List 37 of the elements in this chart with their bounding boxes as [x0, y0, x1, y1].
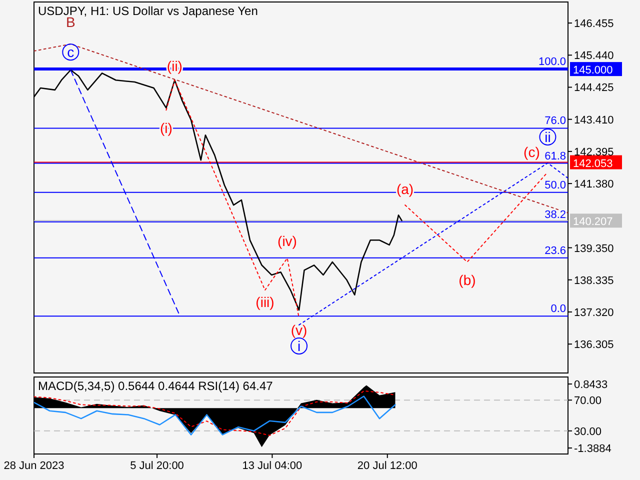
x-tick-label: 13 Jul 04:00 [242, 460, 302, 472]
x-tick-label: 28 Jun 2023 [4, 460, 64, 472]
ref-line-label: 142.053 [573, 158, 613, 170]
y-tick-label: 136.305 [574, 339, 614, 352]
x-tick-label: 20 Jul 12:00 [357, 460, 418, 472]
chart-title: MACD(5,34,5) 0.5644 0.4644 RSI(14) 64.47 [38, 379, 274, 393]
annotation: c [67, 44, 74, 60]
y-tick-label: -1.3884 [574, 442, 612, 455]
annotation: (b) [458, 272, 476, 288]
annotation: (iii) [256, 294, 274, 310]
y-tick-label: 139.350 [574, 242, 614, 255]
annotation: (v) [290, 322, 308, 338]
annotation: ii [544, 128, 551, 145]
y-tick-label: 137.320 [574, 306, 614, 319]
annotation: (iv) [278, 233, 297, 250]
ref-line-label: 145.000 [573, 64, 613, 77]
annotation: 50.0 [544, 179, 566, 192]
y2-tick-label: 70.00 [574, 395, 602, 408]
annotation: i [297, 338, 301, 354]
ref-line-label: 140.207 [573, 216, 613, 228]
annotation: 23.6 [544, 244, 566, 257]
annotation: 100.0 [538, 56, 566, 68]
annotation: (c) [524, 144, 540, 160]
annotation: 76.0 [544, 115, 566, 128]
y-tick-label: 0.8433 [574, 378, 608, 391]
y2-tick-label: 30.00 [574, 426, 602, 438]
y-tick-label: 143.410 [574, 114, 614, 126]
y-tick-label: 146.455 [574, 18, 614, 30]
annotation: 61.8 [544, 150, 566, 162]
y-tick-label: 144.425 [574, 82, 614, 94]
y-tick-label: 141.380 [574, 178, 614, 191]
x-tick-label: 5 Jul 20:00 [130, 460, 184, 472]
y-tick-label: 145.440 [574, 50, 614, 62]
y-tick-label: 138.335 [574, 274, 614, 287]
annotation: 38.2 [544, 208, 566, 221]
y-tick-label: 142.395 [574, 146, 614, 158]
annotation: 0.0 [550, 303, 566, 316]
